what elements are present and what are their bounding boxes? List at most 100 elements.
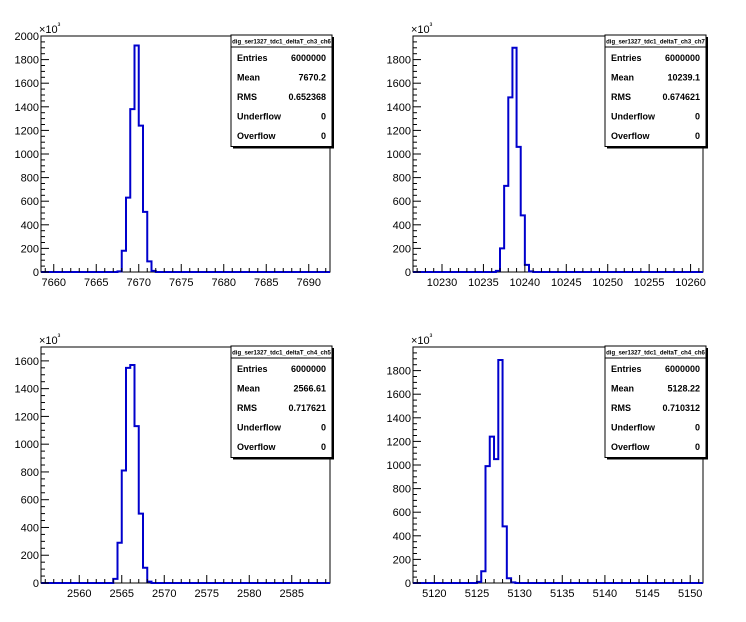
stats-label: RMS: [237, 92, 257, 102]
x-tick-label: 5135: [550, 588, 574, 600]
stats-box-frame: [604, 345, 707, 458]
y-tick-label: 2000: [15, 31, 39, 43]
y-tick-label: 0: [33, 267, 39, 279]
x-tick-label: 10240: [510, 277, 541, 289]
stats-label: Entries: [611, 53, 642, 63]
stats-box-title: dig_ser1327_tdc1_deltaT_ch4_ch5: [232, 351, 331, 357]
x-tick-label: 7670: [127, 277, 151, 289]
stats-label: Underflow: [237, 111, 282, 121]
stats-label: Entries: [237, 364, 268, 374]
x-tick-label: 2560: [67, 588, 91, 600]
x-tick-label: 5130: [507, 588, 531, 600]
stats-value: 6000000: [665, 364, 700, 374]
y-tick-label: 1200: [387, 436, 411, 448]
stats-label: RMS: [237, 403, 257, 413]
y-tick-label: 1000: [387, 149, 411, 161]
y-tick-label: 200: [21, 243, 39, 255]
stats-value: 0.652368: [288, 92, 326, 102]
y-tick-label: 1000: [15, 149, 39, 161]
stats-label: Mean: [611, 383, 634, 393]
histogram-pad-3: 2560 2565 2570 2575 2580 2585 0 200 400 600 800 100…: [15, 332, 334, 600]
x-tick-label: 5150: [678, 588, 702, 600]
stats-value: 0: [321, 422, 326, 432]
y-tick-label: 800: [393, 173, 411, 185]
histogram-pad-2: 10230 10235 10240 10245 10250 10255 10260 0 200 4…: [387, 21, 708, 289]
histogram-line: [413, 46, 703, 273]
x-tick-label: 2575: [195, 588, 219, 600]
stats-value: 2566.61: [293, 383, 326, 393]
stats-label: Overflow: [237, 131, 277, 141]
y-tick-label: 0: [405, 578, 411, 590]
y-tick-label: 1400: [387, 413, 411, 425]
histogram-pad-4: 5120 5125 5130 5135 5140 5145 5150 0 200 400 600 80…: [387, 332, 708, 600]
stats-label: Entries: [237, 53, 268, 63]
stats-value: 0: [695, 131, 700, 141]
y-tick-label: 800: [393, 484, 411, 496]
y-tick-label: 0: [33, 578, 39, 590]
stats-label: Mean: [237, 383, 260, 393]
stats-label: Underflow: [611, 422, 656, 432]
stats-value: 6000000: [291, 364, 326, 374]
y-tick-label: 1200: [15, 411, 39, 423]
stats-box: dig_ser1327_tdc1_deltaT_ch4_ch6 Entries 60…: [604, 345, 708, 460]
y-tick-label: 1600: [387, 389, 411, 401]
stats-label: Overflow: [237, 442, 277, 452]
x-tick-label: 5125: [465, 588, 489, 600]
stats-box: dig_ser1327_tdc1_deltaT_ch4_ch5 Entries 60…: [230, 345, 334, 460]
x-tick-label: 5120: [422, 588, 446, 600]
stats-label: Overflow: [611, 442, 651, 452]
y-exponent-label: ×10³: [39, 332, 61, 347]
y-tick-label: 1200: [15, 125, 39, 137]
stats-label: Mean: [237, 72, 260, 82]
stats-box-frame: [604, 34, 707, 147]
stats-box: dig_ser1327_tdc1_deltaT_ch3_ch7 Entries 60…: [604, 34, 708, 149]
y-tick-label: 800: [21, 467, 39, 479]
x-tick-label: 10230: [427, 277, 458, 289]
stats-value: 0: [321, 111, 326, 121]
y-tick-label: 1600: [15, 356, 39, 368]
y-exponent-label: ×10³: [411, 21, 433, 36]
stats-label: Underflow: [611, 111, 656, 121]
y-exponent-label: ×10³: [39, 21, 61, 36]
y-tick-label: 800: [21, 173, 39, 185]
y-tick-label: 600: [393, 507, 411, 519]
y-tick-label: 1200: [387, 125, 411, 137]
y-tick-label: 600: [21, 495, 39, 507]
y-tick-label: 1800: [15, 55, 39, 67]
x-tick-label: 2570: [152, 588, 176, 600]
y-tick-label: 0: [405, 267, 411, 279]
x-tick-label: 2585: [280, 588, 304, 600]
y-tick-label: 1400: [387, 102, 411, 114]
stats-value: 0: [695, 111, 700, 121]
x-tick-label: 7685: [254, 277, 278, 289]
stats-box: dig_ser1327_tdc1_deltaT_ch3_ch6 Entries 60…: [230, 34, 334, 149]
stats-value: 0.717621: [288, 403, 326, 413]
y-tick-label: 1000: [15, 439, 39, 451]
x-tick-label: 10255: [634, 277, 665, 289]
y-exponent-label: ×10³: [411, 332, 433, 347]
stats-label: Underflow: [237, 422, 282, 432]
stats-value: 0.674621: [662, 92, 700, 102]
stats-label: Entries: [611, 364, 642, 374]
x-tick-label: 7690: [297, 277, 321, 289]
stats-label: RMS: [611, 92, 631, 102]
y-tick-label: 600: [393, 196, 411, 208]
x-tick-label: 5145: [635, 588, 659, 600]
histogram-pad-1: 7660 7665 7670 7675 7680 7685 7690 0 200 400 600 80…: [15, 21, 334, 289]
stats-label: RMS: [611, 403, 631, 413]
x-tick-label: 7665: [84, 277, 108, 289]
stats-box-frame: [230, 34, 333, 147]
stats-box-title: dig_ser1327_tdc1_deltaT_ch4_ch6: [606, 351, 705, 357]
y-tick-label: 1400: [15, 384, 39, 396]
x-tick-label: 2565: [110, 588, 134, 600]
histogram-line: [413, 358, 703, 584]
y-tick-label: 400: [393, 220, 411, 232]
stats-box-frame: [230, 345, 333, 458]
y-tick-label: 1000: [387, 460, 411, 472]
y-tick-label: 1800: [387, 366, 411, 378]
stats-value: 5128.22: [667, 383, 700, 393]
y-tick-label: 400: [393, 531, 411, 543]
x-tick-label: 2580: [237, 588, 261, 600]
x-tick-label: 10235: [468, 277, 499, 289]
stats-label: Overflow: [611, 131, 651, 141]
